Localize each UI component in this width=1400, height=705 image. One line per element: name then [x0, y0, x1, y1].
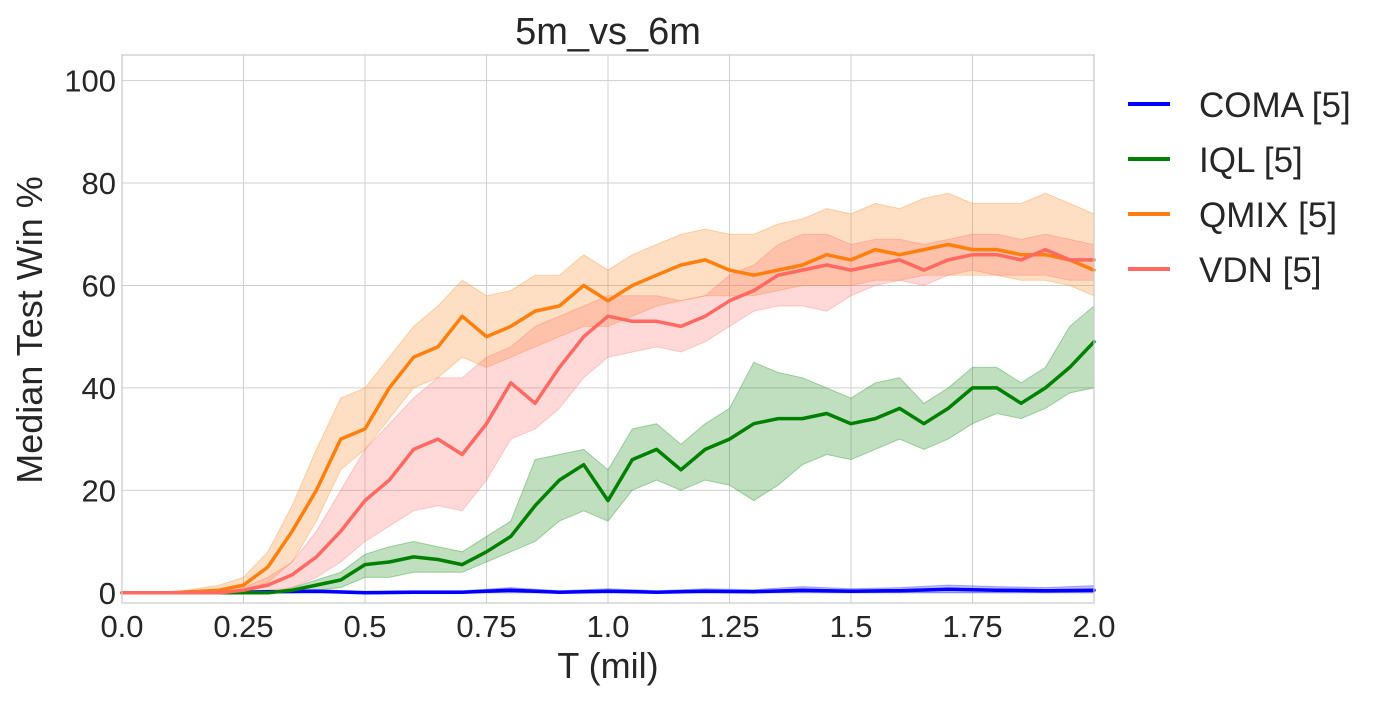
plot-frame — [121, 54, 1095, 604]
y-tick-label: 20 — [82, 473, 116, 508]
vdn-legend-label: VDN [5] — [1199, 251, 1322, 290]
y-tick-label: 100 — [64, 64, 116, 99]
y-tick-labels: 0 20 40 60 80 100 — [64, 64, 116, 611]
x-tick-label: 1.0 — [586, 609, 629, 644]
series-lines — [120, 242, 1096, 595]
iql-legend-label: IQL [5] — [1199, 141, 1303, 180]
qmix-series-line — [120, 242, 1096, 595]
y-tick-label: 80 — [82, 166, 116, 201]
x-tick-label: 0.25 — [213, 609, 273, 644]
x-tick-label: 0.5 — [343, 609, 386, 644]
x-tick-label: 0.75 — [456, 609, 516, 644]
y-axis-label: Median Test Win % — [9, 176, 50, 483]
x-tick-labels: 0.0 0.25 0.5 0.75 1.0 1.25 1.5 1.75 2.0 — [100, 609, 1115, 644]
x-tick-label: 0.0 — [100, 609, 143, 644]
qmix-legend-label: QMIX [5] — [1199, 196, 1337, 235]
x-tick-label: 2.0 — [1072, 609, 1115, 644]
grid — [121, 55, 1095, 603]
x-axis-label: T (mil) — [557, 645, 658, 686]
iql-series-line — [120, 340, 1096, 595]
legend: COMA [5] IQL [5] QMIX [5] VDN [5] — [1128, 86, 1351, 290]
coma-legend-label: COMA [5] — [1199, 86, 1351, 125]
x-tick-label: 1.25 — [699, 609, 759, 644]
x-tick-label: 1.5 — [829, 609, 872, 644]
y-tick-label: 40 — [82, 371, 116, 406]
y-tick-label: 0 — [99, 576, 116, 611]
y-tick-label: 60 — [82, 268, 116, 303]
vdn-series-line — [120, 247, 1096, 595]
chart-title: 5m_vs_6m — [515, 11, 701, 53]
x-tick-label: 1.75 — [942, 609, 1002, 644]
